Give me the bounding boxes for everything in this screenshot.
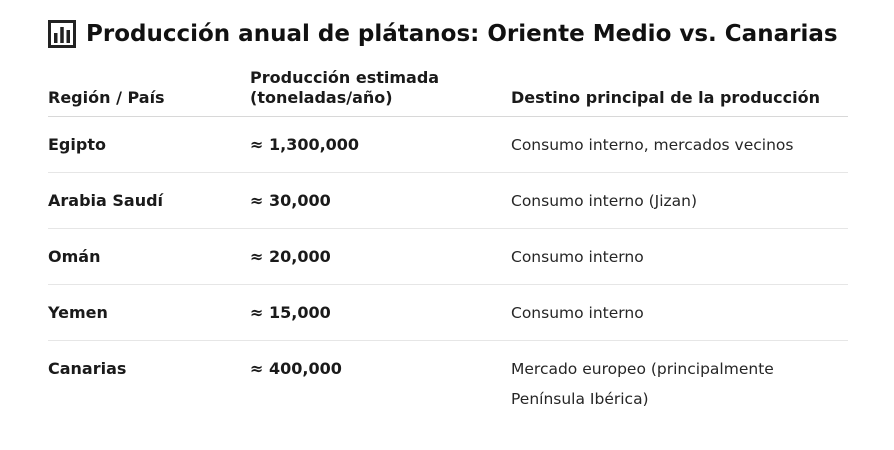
table-row: Omán ≈ 20,000 Consumo interno bbox=[48, 229, 848, 285]
cell-production: ≈ 400,000 bbox=[250, 359, 342, 378]
table-row: Arabia Saudí ≈ 30,000 Consumo interno (J… bbox=[48, 173, 848, 229]
cell-region: Omán bbox=[48, 247, 101, 266]
header-production: Producción estimada (toneladas/año) bbox=[250, 68, 440, 107]
cell-destination: Mercado europeo (principalmente Penínsul… bbox=[511, 360, 774, 408]
cell-region: Yemen bbox=[48, 303, 108, 322]
bar-chart-icon bbox=[48, 20, 76, 48]
production-table: Región / País Producción estimada (tonel… bbox=[48, 64, 848, 429]
header-region: Región / País bbox=[48, 88, 165, 107]
page-title-text: Producción anual de plátanos: Oriente Me… bbox=[86, 21, 838, 47]
cell-destination: Consumo interno, mercados vecinos bbox=[511, 135, 794, 154]
table-row: Egipto ≈ 1,300,000 Consumo interno, merc… bbox=[48, 117, 848, 173]
cell-region: Canarias bbox=[48, 359, 127, 378]
cell-production: ≈ 30,000 bbox=[250, 191, 331, 210]
table-header-row: Región / País Producción estimada (tonel… bbox=[48, 64, 848, 117]
cell-destination: Consumo interno bbox=[511, 303, 644, 322]
cell-production: ≈ 1,300,000 bbox=[250, 135, 360, 154]
cell-destination: Consumo interno (Jizan) bbox=[511, 191, 698, 210]
table-row: Canarias ≈ 400,000 Mercado europeo (prin… bbox=[48, 341, 848, 429]
table-row: Yemen ≈ 15,000 Consumo interno bbox=[48, 285, 848, 341]
cell-region: Arabia Saudí bbox=[48, 191, 164, 210]
cell-production: ≈ 20,000 bbox=[250, 247, 331, 266]
cell-region: Egipto bbox=[48, 135, 106, 154]
cell-destination: Consumo interno bbox=[511, 247, 644, 266]
page-title: Producción anual de plátanos: Oriente Me… bbox=[48, 18, 838, 50]
header-destination: Destino principal de la producción bbox=[511, 88, 820, 107]
cell-production: ≈ 15,000 bbox=[250, 303, 331, 322]
